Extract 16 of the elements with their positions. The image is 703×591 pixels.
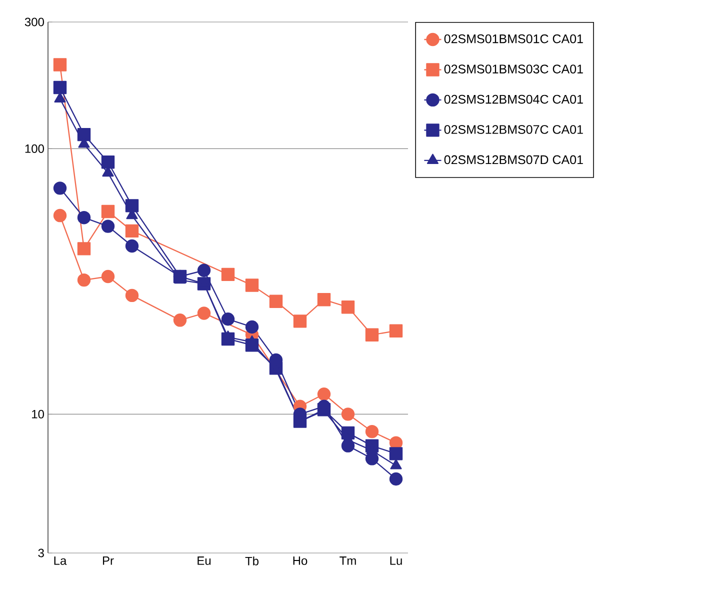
x-tick-label: Eu (198, 556, 211, 565)
legend-label: 02SMS12BMS04C CA01 (444, 94, 583, 104)
y-tick-label: 10 (32, 410, 44, 418)
legend-label: 02SMS12BMS07D CA01 (444, 155, 583, 164)
x-tick-label: Ho (293, 556, 308, 565)
x-tick-label: Lu (390, 556, 402, 565)
x-tick-label: Pr (102, 556, 114, 565)
y-tick-label: 300 (24, 18, 44, 26)
x-tick-label: Tb (245, 556, 258, 566)
y-tick-label: 3 (38, 548, 44, 558)
y-tick-label: 100 (25, 144, 44, 153)
legend-label: 02SMS12BMS07C CA01 (444, 125, 583, 134)
x-tick-label: La (54, 556, 67, 565)
x-tick-label: Tm (340, 556, 356, 565)
legend-label: 02SMS01BMS03C CA01 (444, 64, 583, 74)
legend-label: 02SMS01BMS01C CA01 (444, 34, 583, 44)
